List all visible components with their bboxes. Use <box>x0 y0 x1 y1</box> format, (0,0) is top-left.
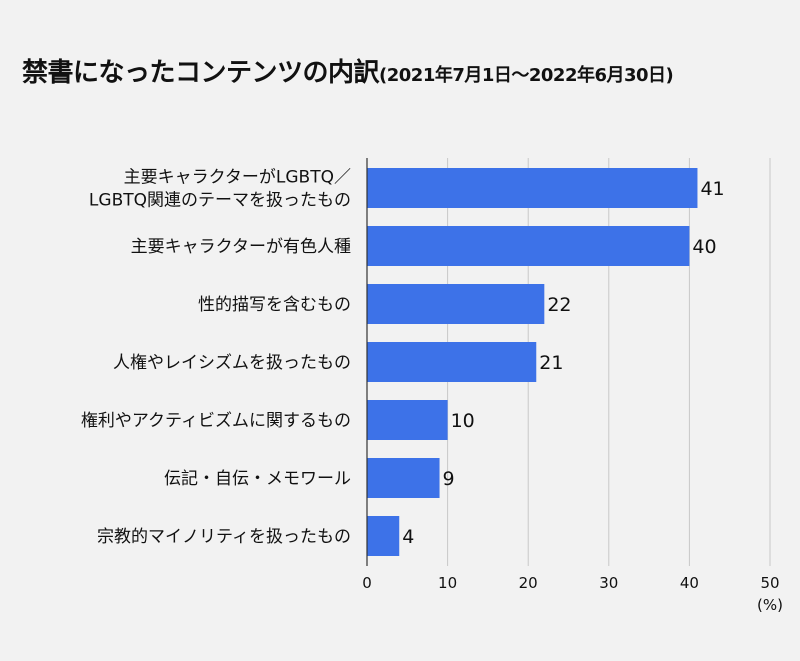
bar <box>367 284 545 324</box>
category-label: 伝記・自伝・メモワール <box>164 469 351 489</box>
category-label: 人権やレイシズムを扱ったもの <box>113 353 351 373</box>
bar <box>367 226 690 266</box>
x-tick-label: 0 <box>362 574 372 592</box>
data-label: 9 <box>443 468 455 490</box>
bar <box>367 168 698 208</box>
x-tick-label: 10 <box>438 574 457 592</box>
data-label: 22 <box>547 294 571 316</box>
data-label: 40 <box>692 236 716 258</box>
chart-title-main: 禁書になったコンテンツの内訳 <box>22 58 380 88</box>
category-label: 権利やアクティビズムに関するもの <box>81 411 351 431</box>
x-tick-label: 40 <box>680 574 699 592</box>
category-label: 性的描写を含むもの <box>198 295 351 315</box>
bar <box>367 516 400 556</box>
category-label: 主要キャラクターがLGBTQ／ <box>124 168 351 188</box>
x-tick-label: 20 <box>519 574 538 592</box>
data-label: 10 <box>451 410 475 432</box>
x-axis-unit-label: (%) <box>757 596 783 614</box>
x-tick-label: 30 <box>599 574 618 592</box>
category-label: 主要キャラクターが有色人種 <box>131 237 351 257</box>
bar <box>367 400 448 440</box>
category-label: 宗教的マイノリティを扱ったもの <box>97 527 351 547</box>
data-label: 41 <box>700 178 724 200</box>
x-tick-label: 50 <box>760 574 779 592</box>
chart-title: 禁書になったコンテンツの内訳(2021年7月1日〜2022年6月30日) <box>22 52 674 89</box>
bar <box>367 458 440 498</box>
data-label: 21 <box>539 352 563 374</box>
category-label: LGBTQ関連のテーマを扱ったもの <box>89 191 351 211</box>
chart-subtitle: (2021年7月1日〜2022年6月30日) <box>379 65 674 86</box>
bar <box>367 342 537 382</box>
data-label: 4 <box>402 526 414 548</box>
